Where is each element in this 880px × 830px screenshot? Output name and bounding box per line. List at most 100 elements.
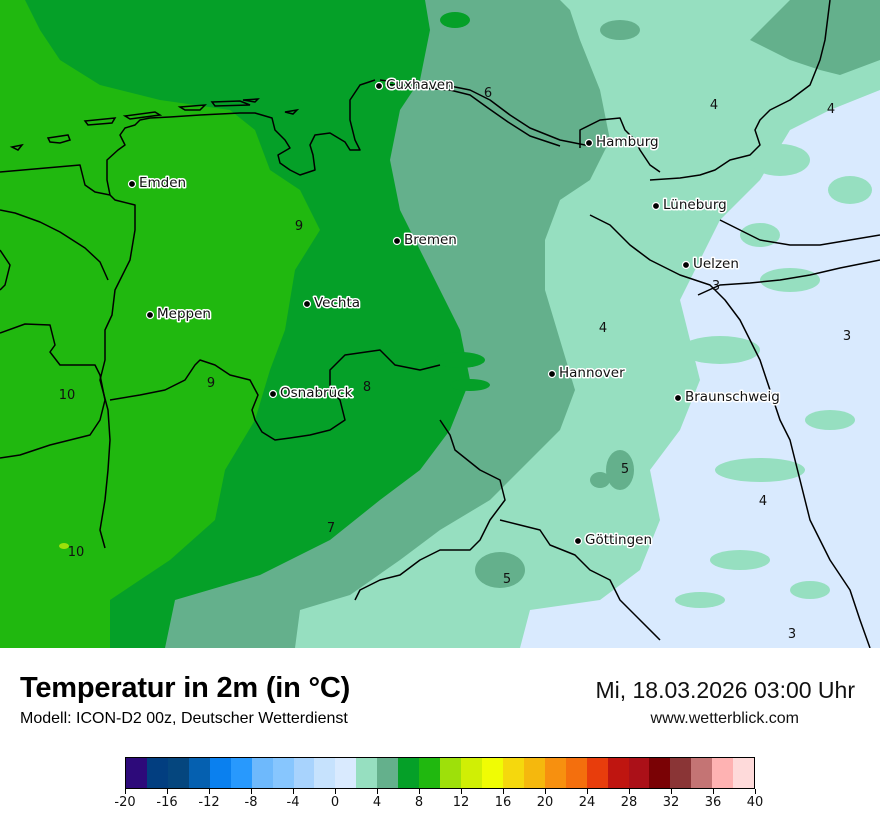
city-marker: Meppen xyxy=(145,305,212,324)
colorbar-tick-mark xyxy=(293,789,294,794)
city-label: Braunschweig xyxy=(685,389,780,405)
city-label: Hamburg xyxy=(596,134,659,150)
city-dot-icon xyxy=(584,138,594,148)
colorbar-tick-mark xyxy=(419,789,420,794)
colorbar-segment xyxy=(251,758,273,788)
colorbar-segment xyxy=(167,758,189,788)
temperature-colorbar xyxy=(125,757,755,789)
city-marker: Bremen xyxy=(392,231,458,250)
colorbar-segment xyxy=(586,758,608,788)
colorbar-tick-mark xyxy=(251,789,252,794)
city-marker: Osnabrück xyxy=(268,384,354,403)
isotherm-label: 9 xyxy=(295,219,303,234)
city-label: Lüneburg xyxy=(663,197,727,213)
city-dot-icon xyxy=(374,81,384,91)
isotherm-label: 9 xyxy=(207,376,215,391)
city-label: Cuxhaven xyxy=(386,77,454,93)
isotherm-label: 7 xyxy=(327,521,335,536)
colorbar-segment xyxy=(126,758,147,788)
colorbar-segment xyxy=(335,758,357,788)
colorbar-tick-label: 12 xyxy=(452,795,470,810)
colorbar-tick-mark xyxy=(671,789,672,794)
colorbar-tick-mark xyxy=(545,789,546,794)
website-link[interactable]: www.wetterblick.com xyxy=(650,710,799,727)
city-label: Uelzen xyxy=(693,256,739,272)
colorbar-tick-label: 16 xyxy=(494,795,512,810)
colorbar-tick-label: 20 xyxy=(536,795,554,810)
colorbar-tick-label: -8 xyxy=(244,795,258,810)
city-dot-icon xyxy=(145,310,155,320)
city-label: Hannover xyxy=(559,365,625,381)
colorbar-tick-mark xyxy=(629,789,630,794)
isotherm-label: 5 xyxy=(621,462,629,477)
isotherm-label: 5 xyxy=(503,572,511,587)
colorbar-segment xyxy=(461,758,482,788)
city-dot-icon xyxy=(573,536,583,546)
colorbar-segment xyxy=(565,758,587,788)
city-marker: Hamburg xyxy=(584,133,660,152)
isotherm-label: 3 xyxy=(712,279,720,294)
city-marker: Uelzen xyxy=(681,255,740,274)
forecast-datetime: Mi, 18.03.2026 03:00 Uhr xyxy=(595,677,855,703)
colorbar-segment xyxy=(670,758,692,788)
isotherm-label: 3 xyxy=(788,627,796,642)
colorbar-segment xyxy=(293,758,315,788)
city-marker: Vechta xyxy=(302,294,362,313)
colorbar-tick-label: 0 xyxy=(330,795,340,810)
city-marker: Cuxhaven xyxy=(374,76,455,95)
colorbar-tick-mark xyxy=(461,789,462,794)
isotherm-label: 4 xyxy=(759,494,767,509)
colorbar-segment xyxy=(712,758,734,788)
city-label: Emden xyxy=(139,175,186,191)
colorbar-tick-label: 28 xyxy=(620,795,638,810)
city-dot-icon xyxy=(127,179,137,189)
colorbar-tick-label: -20 xyxy=(114,795,136,810)
colorbar-segment xyxy=(398,758,420,788)
city-label: Göttingen xyxy=(585,532,652,548)
colorbar-tick-label: 36 xyxy=(704,795,722,810)
colorbar-tick-mark xyxy=(587,789,588,794)
city-marker: Hannover xyxy=(547,364,627,383)
city-label: Vechta xyxy=(314,295,360,311)
colorbar-tick-mark xyxy=(125,789,126,794)
colorbar-tick-mark xyxy=(167,789,168,794)
colorbar-segment xyxy=(628,758,650,788)
colorbar-tick-label: -12 xyxy=(198,795,220,810)
city-dot-icon xyxy=(681,260,691,270)
isotherm-label: 8 xyxy=(363,380,371,395)
isotherm-label: 10 xyxy=(59,388,76,403)
colorbar-tick-mark xyxy=(755,789,756,794)
colorbar-tick-label: 32 xyxy=(662,795,680,810)
colorbar-segment xyxy=(691,758,713,788)
city-marker: Lüneburg xyxy=(651,196,728,215)
isotherm-label: 4 xyxy=(710,98,718,113)
colorbar-tick-label: 24 xyxy=(578,795,596,810)
city-marker: Emden xyxy=(127,174,188,193)
city-marker: Göttingen xyxy=(573,531,654,550)
colorbar-tick-label: 40 xyxy=(746,795,764,810)
colorbar-tick-mark xyxy=(503,789,504,794)
isotherm-label: 10 xyxy=(68,545,85,560)
colorbar-segment xyxy=(272,758,294,788)
colorbar-tick-label: -16 xyxy=(156,795,178,810)
colorbar-segment xyxy=(356,758,378,788)
isotherm-label: 4 xyxy=(827,102,835,117)
colorbar-segment xyxy=(377,758,399,788)
city-label: Meppen xyxy=(157,306,211,322)
model-source-label: Modell: ICON-D2 00z, Deutscher Wetterdie… xyxy=(20,710,348,727)
colorbar-tick-label: 4 xyxy=(372,795,382,810)
colorbar-tick-label: -4 xyxy=(286,795,300,810)
city-dot-icon xyxy=(392,236,402,246)
isotherm-label: 4 xyxy=(599,321,607,336)
colorbar-tick-mark xyxy=(377,789,378,794)
city-dot-icon xyxy=(302,299,312,309)
city-marker: Braunschweig xyxy=(673,388,781,407)
city-dot-icon xyxy=(547,369,557,379)
chart-title: Temperatur in 2m (in °C) xyxy=(20,672,351,704)
temperature-map: 6 4 4 9 3 4 3 9 8 10 5 4 7 10 5 3 Cuxhaven Hamburg Emden L… xyxy=(0,0,880,648)
colorbar-segment xyxy=(188,758,210,788)
city-label: Bremen xyxy=(404,232,457,248)
colorbar-segment xyxy=(523,758,545,788)
colorbar-segment xyxy=(502,758,524,788)
colorbar-tick-mark xyxy=(335,789,336,794)
